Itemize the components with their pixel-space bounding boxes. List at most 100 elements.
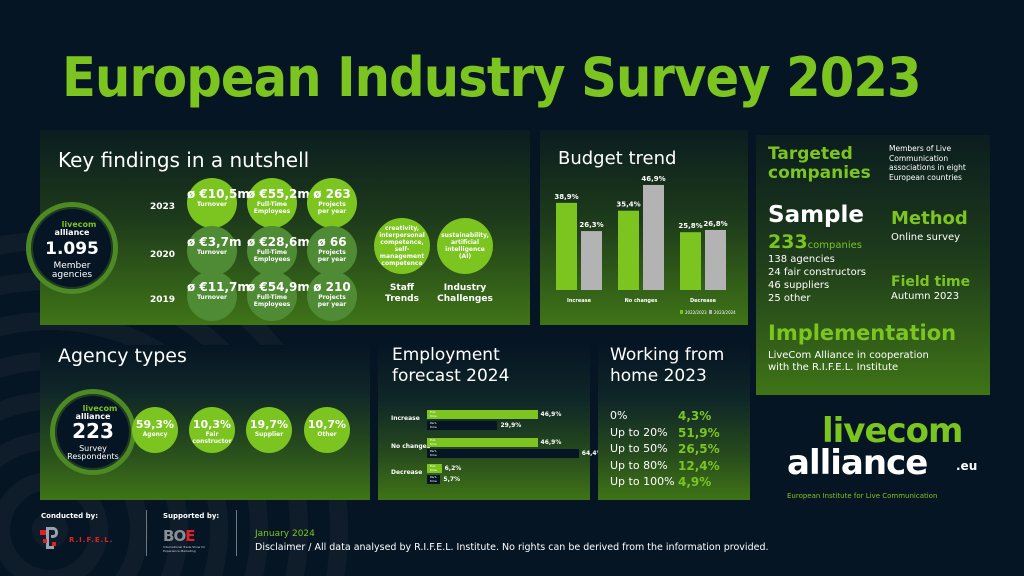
- wfh-value: 51,9%: [678, 425, 720, 440]
- kpi-value: ø €3,7m: [187, 235, 242, 249]
- wfh-value: 4,3%: [678, 409, 712, 423]
- agency-types-panel: Agency types livecom alliance 223 Survey…: [40, 345, 370, 500]
- wfh-value: 4,9%: [678, 475, 712, 489]
- year-label: 2019: [150, 295, 176, 305]
- targeted-heading: Targeted companies: [768, 144, 871, 183]
- key-findings-panel: Key findings in a nutshell livecom allia…: [26, 130, 530, 325]
- kpi-value: ø 210: [313, 280, 351, 294]
- kpi-value: ø €10,5m: [187, 187, 250, 201]
- kpi-label: per year: [317, 256, 347, 263]
- wfh-range: Up to 80%: [610, 458, 668, 472]
- kpi-value: ø €11,7m: [187, 280, 250, 294]
- bar-tag: Full-time: [430, 438, 437, 446]
- kpi-label: Turnover: [197, 249, 227, 256]
- bar-data-label: 46,9%: [641, 175, 665, 183]
- kpi-label: Full-Time: [256, 201, 288, 208]
- kpi-value: ø 263: [313, 187, 351, 201]
- legend-label: 2022/2023: [685, 310, 707, 315]
- disclaimer: Disclaimer / All data analysed by R.I.F.…: [255, 542, 769, 553]
- bar-increase-part-time: Part-time: [427, 421, 498, 430]
- rifel-logo-text: R.I.F.E.L.: [69, 536, 114, 544]
- supported-by-label: Supported by:: [163, 512, 220, 520]
- bar-increase-2023-2024: [581, 231, 602, 290]
- page-title: European Industry Survey 2023: [62, 46, 922, 109]
- implementation-heading: Implementation: [768, 321, 957, 345]
- year-label: 2020: [150, 250, 176, 260]
- bar-no-changes-full-time: Full-time: [427, 438, 538, 447]
- footer-divider: [236, 510, 237, 556]
- agency-type-value: 10,3%: [192, 418, 232, 431]
- bar-tag: Part-time: [430, 449, 438, 457]
- agency-type-label: Supplier: [254, 431, 284, 438]
- agency-type-value: 10,7%: [307, 418, 347, 431]
- kpi-projects-2023: ø 263 Projects per year: [307, 178, 357, 228]
- brand-tagline: European Institute for Live Communicatio…: [787, 492, 938, 500]
- wfh-row: Up to 80% 12,4%: [610, 459, 750, 473]
- wfh-range: Up to 100%: [610, 475, 675, 488]
- method-value: Online survey: [891, 232, 961, 243]
- kpi-label: Projects: [318, 294, 346, 301]
- kpi-label: Projects: [318, 249, 346, 256]
- working-from-home-panel: Working from home 2023 0% 4,3% Up to 20% 51…: [598, 345, 750, 500]
- wfh-row: Up to 100% 4,9%: [610, 475, 750, 489]
- agency-type-value: 59,3%: [135, 418, 175, 431]
- agency-types-heading: Agency types: [58, 345, 187, 367]
- bar-data-label: 26,3%: [579, 221, 603, 229]
- bar-decrease-full-time: Full-time: [427, 464, 442, 473]
- bar-decrease-2022-2023: [680, 232, 701, 290]
- industry-challenges-circle: sustainability, artificial intelligence …: [437, 218, 493, 274]
- rifel-logo-icon: [40, 527, 58, 549]
- conducted-by-label: Conducted by:: [41, 512, 98, 520]
- kpi-label: per year: [317, 301, 347, 308]
- kpi-employees-2019: ø €54,9m Full-Time Employees: [247, 271, 310, 321]
- category-label: No changes: [391, 443, 431, 450]
- budget-trend-heading: Budget trend: [558, 148, 677, 169]
- respondent-count: 223: [72, 419, 114, 443]
- livecom-logo: livecom alliance: [54, 220, 97, 237]
- working-from-home-heading: Working from home 2023: [610, 345, 725, 386]
- bar-decrease-part-time: Part-time: [427, 475, 441, 484]
- bar-data-label: 29,9%: [500, 422, 522, 429]
- bar-increase-2022-2023: [556, 202, 577, 290]
- kpi-label: per year: [317, 208, 347, 215]
- bar-data-label: 35,4%: [616, 201, 640, 209]
- field-time-heading: Field time: [891, 274, 971, 290]
- bar-increase-full-time: Full-time: [427, 410, 538, 419]
- budget-trend-chart: 38,9% 26,3% Increase 35,4% 46,9% No changes 25…: [554, 175, 736, 315]
- field-time-value: Autumn 2023: [891, 291, 960, 302]
- brand-logo-alliance: alliance: [787, 443, 928, 483]
- wfh-row: Up to 20% 51,9%: [610, 426, 750, 440]
- method-heading: Method: [891, 208, 968, 229]
- kpi-turnover-2019: ø €11,7m Turnover: [187, 271, 250, 321]
- wfh-row: Up to 50% 26,5%: [610, 442, 750, 456]
- key-findings-heading: Key findings in a nutshell: [58, 148, 310, 172]
- agency-type-label: Fair: [205, 431, 219, 438]
- agency-type-label: Other: [317, 431, 337, 438]
- bar-no-changes-part-time: Part-time: [427, 449, 579, 458]
- boe-subtitle: International Trade Show for Experience …: [163, 545, 206, 553]
- bar-no-changes-2022-2023: [618, 210, 639, 290]
- kpi-value: ø 66: [317, 235, 347, 249]
- bar-data-label: 38,9%: [554, 193, 578, 201]
- kpi-value: ø €54,9m: [247, 280, 310, 294]
- employment-forecast-heading: Employment forecast 2024: [392, 345, 510, 386]
- bar-decrease-2023-2024: [705, 229, 726, 290]
- member-count: 1.095: [45, 239, 99, 259]
- kpi-projects-2020: ø 66 Projects per year: [307, 226, 357, 276]
- wfh-range: Up to 50%: [610, 442, 668, 455]
- kpi-label: Turnover: [197, 294, 227, 301]
- industry-challenges-caption: Industry Challenges: [437, 283, 493, 304]
- agency-type-circle: 19,7% Supplier: [246, 407, 292, 453]
- report-date: January 2024: [255, 529, 315, 539]
- kpi-value: ø €28,6m: [247, 235, 310, 249]
- bar-tag: Full-time: [430, 410, 437, 418]
- kpi-label: Employees: [253, 208, 291, 215]
- agency-type-value: 19,7%: [249, 418, 289, 431]
- category-label: Increase: [391, 415, 420, 422]
- bar-data-label: 5,7%: [443, 476, 461, 483]
- staff-trends-caption: Staff Trends: [385, 283, 419, 304]
- kpi-turnover-2023: ø €10,5m Turnover: [187, 178, 250, 228]
- agency-type-label: constructor: [192, 438, 232, 445]
- kpi-label: Employees: [253, 301, 291, 308]
- year-label: 2023: [150, 202, 176, 212]
